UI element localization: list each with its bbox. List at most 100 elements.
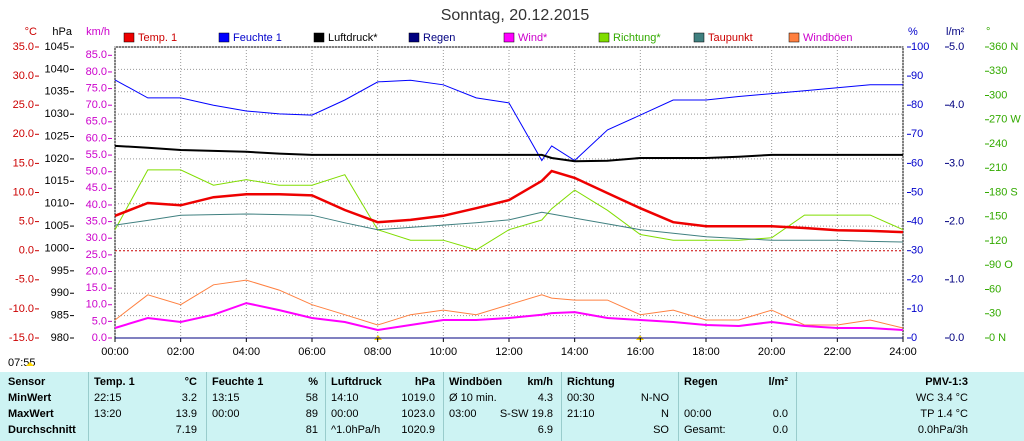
y-tick-label: 80.0 — [86, 66, 107, 78]
y-tick-label: -15.0 — [9, 332, 34, 344]
y-tick-label: 210 — [989, 162, 1007, 174]
table-header-cell: Luftdruck — [331, 376, 382, 388]
column-separator — [325, 372, 326, 441]
y-tick-label: 10.0 — [13, 186, 34, 198]
y-tick-label: 40 — [911, 216, 923, 228]
stats-table: Sensor Temp. 1 °C Feuchte 1% Luftdruck hPa Win… — [0, 372, 1024, 441]
column-separator — [206, 372, 207, 441]
x-tick-label: 22:00 — [824, 346, 852, 358]
y-tick-label: 55.0 — [86, 149, 107, 161]
table-header-cell: Sensor — [8, 376, 46, 388]
series-line — [114, 79, 903, 162]
y-tick-label: 5.0 — [92, 315, 107, 327]
table-cell: 0.0 — [772, 408, 788, 420]
x-tick-label: 10:00 — [430, 346, 458, 358]
table-cell: 22:15 — [94, 392, 122, 404]
y-tick-label: 1005 — [45, 220, 69, 232]
table-cell: 3.2 — [181, 392, 197, 404]
table-cell: 81 — [305, 424, 318, 436]
table-cell: 00:00 — [331, 408, 359, 420]
y-tick-label: 1.0 — [949, 274, 964, 286]
table-cell: N — [661, 408, 669, 420]
table-cell: 21:10 — [567, 408, 595, 420]
table-header-cell: % — [308, 376, 318, 388]
x-tick-label: 24:00 — [889, 346, 917, 358]
series-line — [114, 279, 904, 329]
y-tick-label: 1020 — [45, 153, 69, 165]
y-tick-label: 35.0 — [86, 216, 107, 228]
table-cell: 58 — [305, 392, 318, 404]
y-tick-label: 0 — [911, 332, 917, 344]
table-cell: TP 1.4 °C — [920, 408, 968, 420]
series-line — [114, 211, 904, 243]
table-cell: ^1.0hPa/h — [331, 424, 381, 436]
y-tick-label: 330 — [989, 65, 1007, 77]
table-cell: N-NO — [640, 392, 669, 404]
y-tick-label: 270 W — [989, 114, 1021, 126]
axis-unit: km/h — [86, 26, 110, 38]
table-cell: 1020.9 — [401, 424, 435, 436]
table-header-cell: l/m² — [768, 376, 788, 388]
y-tick-label: 1045 — [45, 41, 69, 53]
y-tick-label: 985 — [51, 310, 69, 322]
y-tick-label: 1035 — [45, 86, 69, 98]
legend-swatch — [313, 32, 325, 43]
y-tick-label: 75.0 — [86, 82, 107, 94]
table-cell: 14:10 — [331, 392, 359, 404]
x-tick-label: 04:00 — [233, 346, 261, 358]
legend-swatch — [693, 32, 705, 43]
table-header-cell: Richtung — [567, 376, 615, 388]
legend-label: Regen — [423, 32, 455, 44]
series-line — [114, 169, 904, 251]
y-tick-label: 30.0 — [86, 232, 107, 244]
y-tick-label: 80 — [911, 99, 923, 111]
table-header-cell: Windböen — [449, 376, 503, 388]
y-tick-label: 180 S — [989, 186, 1018, 198]
series-line — [114, 302, 904, 332]
y-tick-label: 70.0 — [86, 99, 107, 111]
table-cell: S-SW 19.8 — [499, 408, 553, 420]
y-tick-label: -10.0 — [9, 303, 34, 315]
table-header-cell: Regen — [684, 376, 718, 388]
x-tick-label: 02:00 — [167, 346, 195, 358]
table-header-cell: km/h — [527, 376, 553, 388]
legend-swatch — [218, 32, 230, 43]
y-tick-label: 1010 — [45, 198, 69, 210]
legend-label: Luftdruck* — [328, 32, 378, 44]
table-cell: 89 — [305, 408, 318, 420]
y-tick-label: 150 — [989, 211, 1007, 223]
column-separator — [796, 372, 797, 441]
table-cell: 13:20 — [94, 408, 122, 420]
y-tick-label: 90 O — [989, 259, 1013, 271]
y-tick-label: 1000 — [45, 242, 69, 254]
axis-unit: % — [908, 26, 918, 38]
legend-label: Temp. 1 — [138, 32, 177, 44]
x-tick-label: 06:00 — [298, 346, 326, 358]
y-tick-label: 20 — [911, 274, 923, 286]
chart-title: Sonntag, 20.12.2015 — [441, 7, 590, 24]
legend-label: Feuchte 1 — [233, 32, 282, 44]
y-tick-label: 5.0 — [19, 216, 34, 228]
table-cell: 1019.0 — [401, 392, 435, 404]
y-tick-label: 2.0 — [949, 216, 964, 228]
legend-swatch — [598, 32, 610, 43]
chart: Sonntag, 20.12.2015 07:55 °C 35.0 30.0 25.0… — [8, 7, 1021, 369]
column-separator — [88, 372, 89, 441]
series-line — [114, 169, 904, 234]
y-tick-label: 4.0 — [949, 99, 964, 111]
axis-unit: °C — [25, 26, 37, 38]
legend-label: Richtung* — [613, 32, 661, 44]
table-cell: MinWert — [8, 392, 52, 404]
table-cell: 00:00 — [212, 408, 240, 420]
legend-swatch — [503, 32, 515, 43]
y-tick-label: 50 — [911, 186, 923, 198]
y-tick-label: 0.0 — [19, 245, 34, 257]
y-tick-label: 45.0 — [86, 182, 107, 194]
table-cell: 6.9 — [537, 424, 553, 436]
y-tick-label: 120 — [989, 235, 1007, 247]
y-tick-label: 1040 — [45, 63, 69, 75]
table-cell: Durchschnitt — [8, 424, 76, 436]
x-tick-label: 18:00 — [692, 346, 720, 358]
y-tick-label: 50.0 — [86, 166, 107, 178]
y-tick-label: 995 — [51, 265, 69, 277]
